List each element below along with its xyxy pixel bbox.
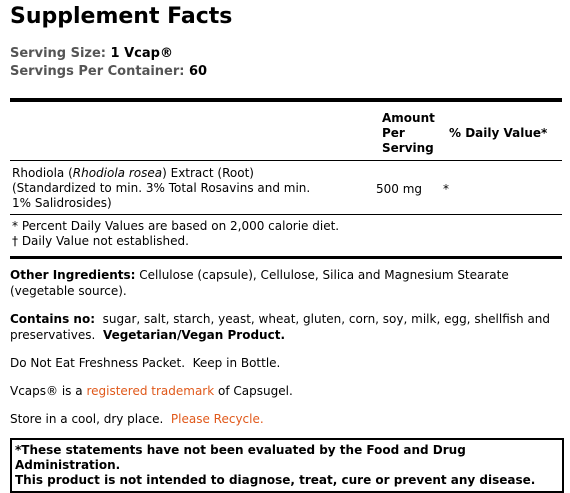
text: Vcaps® is a: [10, 384, 83, 398]
serving-size: Serving Size: 1 Vcap®: [10, 46, 173, 61]
footnotes: * Percent Daily Values are based on 2,00…: [12, 219, 339, 249]
thick-rule: [10, 98, 562, 102]
disclaimer-line: *These statements have not been evaluate…: [15, 443, 466, 472]
daily-value: *: [443, 182, 449, 196]
contains-no: Contains no: sugar, salt, starch, yeast,…: [10, 311, 562, 343]
label: Serving Size:: [10, 46, 107, 61]
text: Cellulose (capsule), Cellulose, Silica a…: [10, 268, 513, 298]
amount-header: Amount Per Serving: [382, 111, 435, 155]
link[interactable]: Please Recycle.: [170, 412, 264, 426]
text: Store in a cool, dry place.: [10, 412, 164, 426]
servings-per-container: Servings Per Container: 60: [10, 64, 207, 79]
label: Contains no:: [10, 312, 95, 326]
footnote: † Daily Value not established.: [12, 234, 189, 248]
amount: 500 mg: [376, 182, 423, 196]
label: Servings Per Container:: [10, 64, 185, 79]
link[interactable]: registered trademark: [86, 384, 215, 398]
text: sugar, salt, starch, yeast, wheat, glute…: [10, 312, 554, 342]
thick-rule: [10, 256, 562, 259]
disclaimer-line: This product is not intended to diagnose…: [15, 473, 536, 487]
ingredient-name: ) Extract (Root): [162, 166, 254, 180]
disclaimer: *These statements have not been evaluate…: [10, 438, 564, 493]
ingredient-detail: (Standardized to min. 3% Total Rosavins …: [12, 181, 311, 210]
freshness: Do Not Eat Freshness Packet. Keep in Bot…: [10, 356, 281, 370]
trademark: Vcaps® is a registered trademark of Caps…: [10, 383, 562, 399]
value: 60: [189, 64, 208, 79]
rule: [10, 214, 562, 215]
ingredient: Rhodiola (Rhodiola rosea) Extract (Root)…: [12, 166, 312, 211]
ingredient-latin: Rhodiola rosea: [72, 166, 163, 180]
text: of Capsugel.: [218, 384, 293, 398]
storage: Store in a cool, dry place. Please Recyc…: [10, 411, 562, 427]
rule: [10, 160, 562, 161]
ingredient-name: Rhodiola (: [12, 166, 73, 180]
label: Other Ingredients:: [10, 268, 136, 282]
title: Supplement Facts: [10, 4, 233, 29]
daily-value-header: % Daily Value*: [449, 126, 548, 140]
bold-text: Vegetarian/Vegan Product.: [102, 328, 285, 342]
footnote: * Percent Daily Values are based on 2,00…: [12, 219, 340, 233]
value: 1 Vcap®: [110, 46, 173, 61]
other-ingredients: Other Ingredients: Cellulose (capsule), …: [10, 267, 562, 299]
